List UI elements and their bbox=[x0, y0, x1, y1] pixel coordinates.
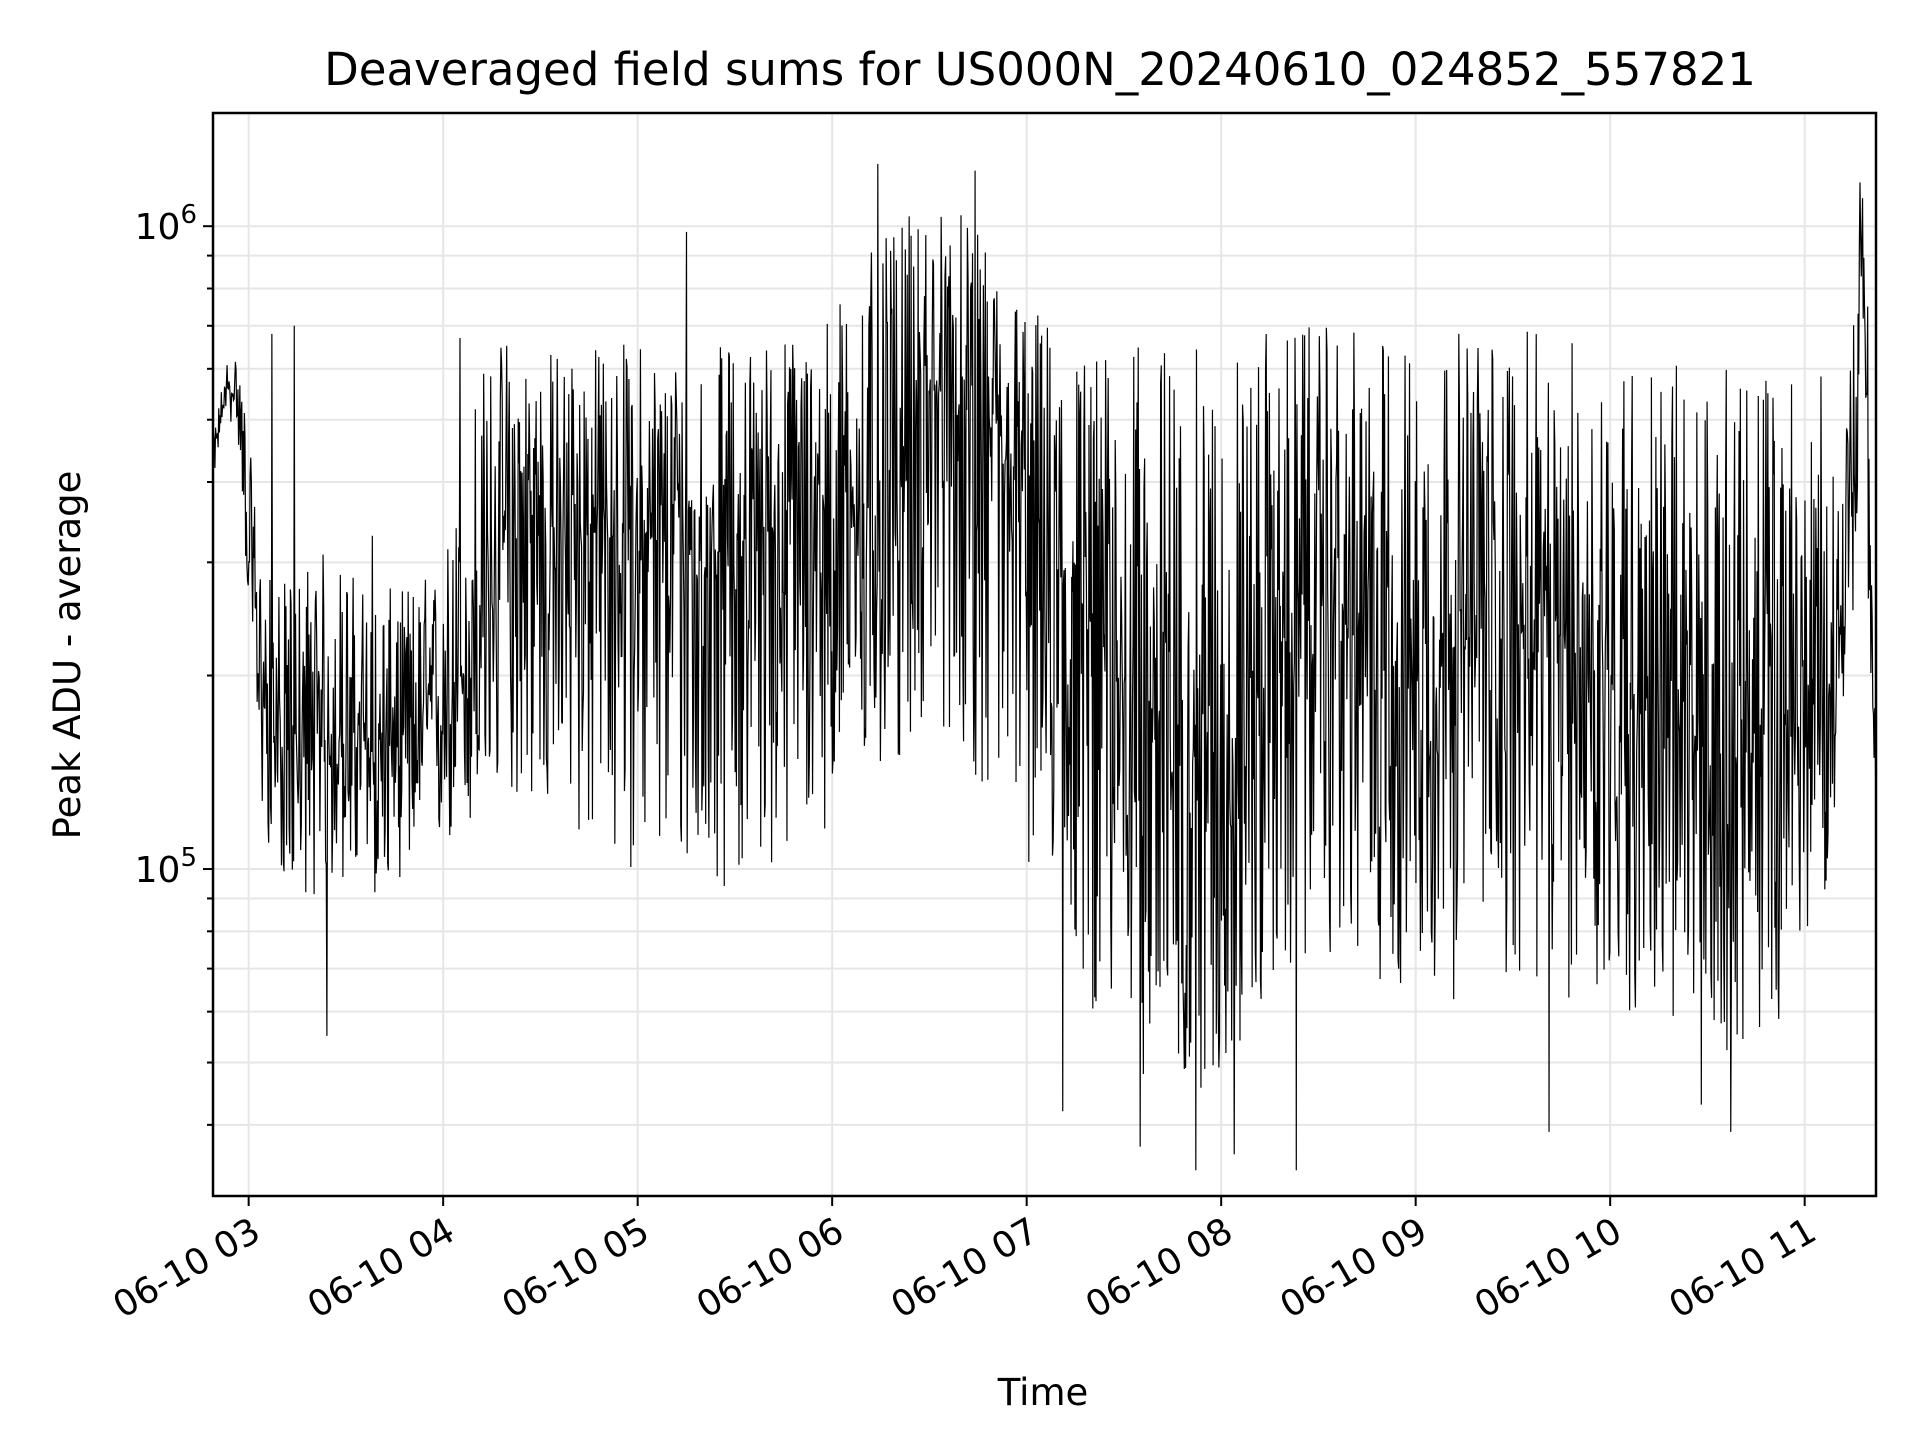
y-tick-label: 105 bbox=[135, 843, 197, 891]
x-axis-label: Time bbox=[997, 1371, 1089, 1414]
series-line-deaveraged-field-sums bbox=[213, 163, 1876, 1171]
y-axis-label: Peak ADU - average bbox=[46, 471, 89, 840]
y-tick-label: 106 bbox=[135, 200, 197, 248]
series-layer bbox=[213, 163, 1876, 1171]
y-axis: 105 106 bbox=[135, 200, 213, 1126]
plot-frame bbox=[211, 111, 1878, 1198]
chart-title: Deaveraged field sums for US000N_2024061… bbox=[324, 43, 1756, 96]
